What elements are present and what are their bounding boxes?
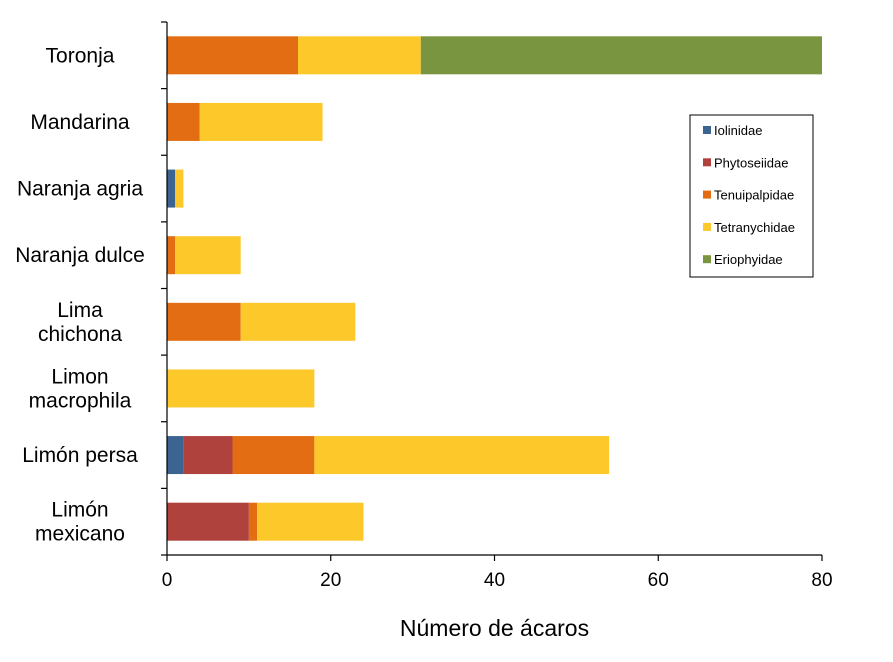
x-tick-label: 20: [320, 570, 341, 591]
category-label-line: macrophila: [29, 389, 132, 412]
category-label-line: mexicano: [35, 523, 125, 546]
bar-tetranychidae-3: [175, 169, 184, 208]
x-tick-label: 60: [648, 570, 669, 591]
bar-phytoseiidae-7: [183, 436, 233, 475]
legend-label: Iolinidae: [714, 123, 762, 138]
bar-eriophyidae-1: [420, 36, 822, 75]
category-label-line: Mandarina: [30, 111, 130, 134]
category-label-line: Toronja: [46, 44, 115, 67]
x-tick-label: 0: [162, 570, 173, 591]
legend-swatch-tetranychidae: [703, 222, 711, 231]
category-labels: Toronja Mandarina Naranja agria Naranja dul…: [15, 44, 145, 545]
category-label: Naranja agria: [17, 178, 143, 201]
legend-label: Tenuipalpidae: [714, 188, 794, 203]
bar-tetranychidae-2: [199, 102, 323, 141]
category-label: Lima chichona: [38, 299, 122, 346]
bar-iolinidae-7: [167, 436, 184, 475]
bar-tenuipalpidae-2: [167, 102, 200, 141]
bar-tetranychidae-4: [175, 236, 241, 275]
category-label: Limón persa: [22, 444, 138, 467]
x-tick-label: 80: [811, 570, 832, 591]
bar-tetranychidae-6: [167, 369, 315, 408]
category-label: Mandarina: [30, 111, 130, 134]
bar-tenuipalpidae-5: [167, 302, 241, 341]
bar-tenuipalpidae-4: [167, 236, 176, 275]
bar-tetranychidae-1: [298, 36, 421, 75]
category-label-line: Naranja agria: [17, 178, 143, 201]
x-axis-ticks: 0 20 40 60 80: [162, 555, 833, 591]
bar-tenuipalpidae-7: [232, 436, 315, 475]
bars-group: [167, 36, 822, 541]
x-axis-title: Número de ácaros: [400, 615, 589, 641]
category-label-line: Limon: [51, 365, 108, 388]
category-label-line: Limón persa: [22, 444, 138, 467]
bar-tenuipalpidae-8: [248, 502, 258, 541]
category-label: Limon macrophila: [29, 365, 132, 412]
legend-swatch-tenuipalpidae: [703, 190, 711, 199]
category-label-line: chichona: [38, 323, 122, 346]
category-label-line: Limón: [51, 499, 108, 522]
bar-iolinidae-3: [167, 169, 176, 208]
legend-swatch-eriophyidae: [703, 255, 711, 264]
bar-tenuipalpidae-1: [167, 36, 298, 75]
legend-label: Phytoseiidae: [714, 155, 788, 170]
y-axis-ticks: [161, 21, 167, 556]
category-label-line: Naranja dulce: [15, 244, 145, 267]
category-label: Limón mexicano: [35, 499, 125, 546]
bar-phytoseiidae-8: [167, 502, 249, 541]
category-label-line: Lima: [57, 299, 103, 322]
bar-tetranychidae-8: [257, 502, 364, 541]
legend: Iolinidae Phytoseiidae Tenuipalpidae Tetran…: [689, 114, 814, 278]
legend-swatch-phytoseiidae: [703, 158, 711, 167]
category-label: Naranja dulce: [15, 244, 145, 267]
legend-label: Tetranychidae: [714, 220, 795, 235]
x-tick-label: 40: [484, 570, 505, 591]
category-label: Toronja: [46, 44, 115, 67]
bar-tetranychidae-7: [314, 436, 610, 475]
bar-tetranychidae-5: [240, 302, 356, 341]
legend-label: Eriophyidae: [714, 252, 783, 267]
legend-swatch-iolinidae: [703, 126, 711, 134]
